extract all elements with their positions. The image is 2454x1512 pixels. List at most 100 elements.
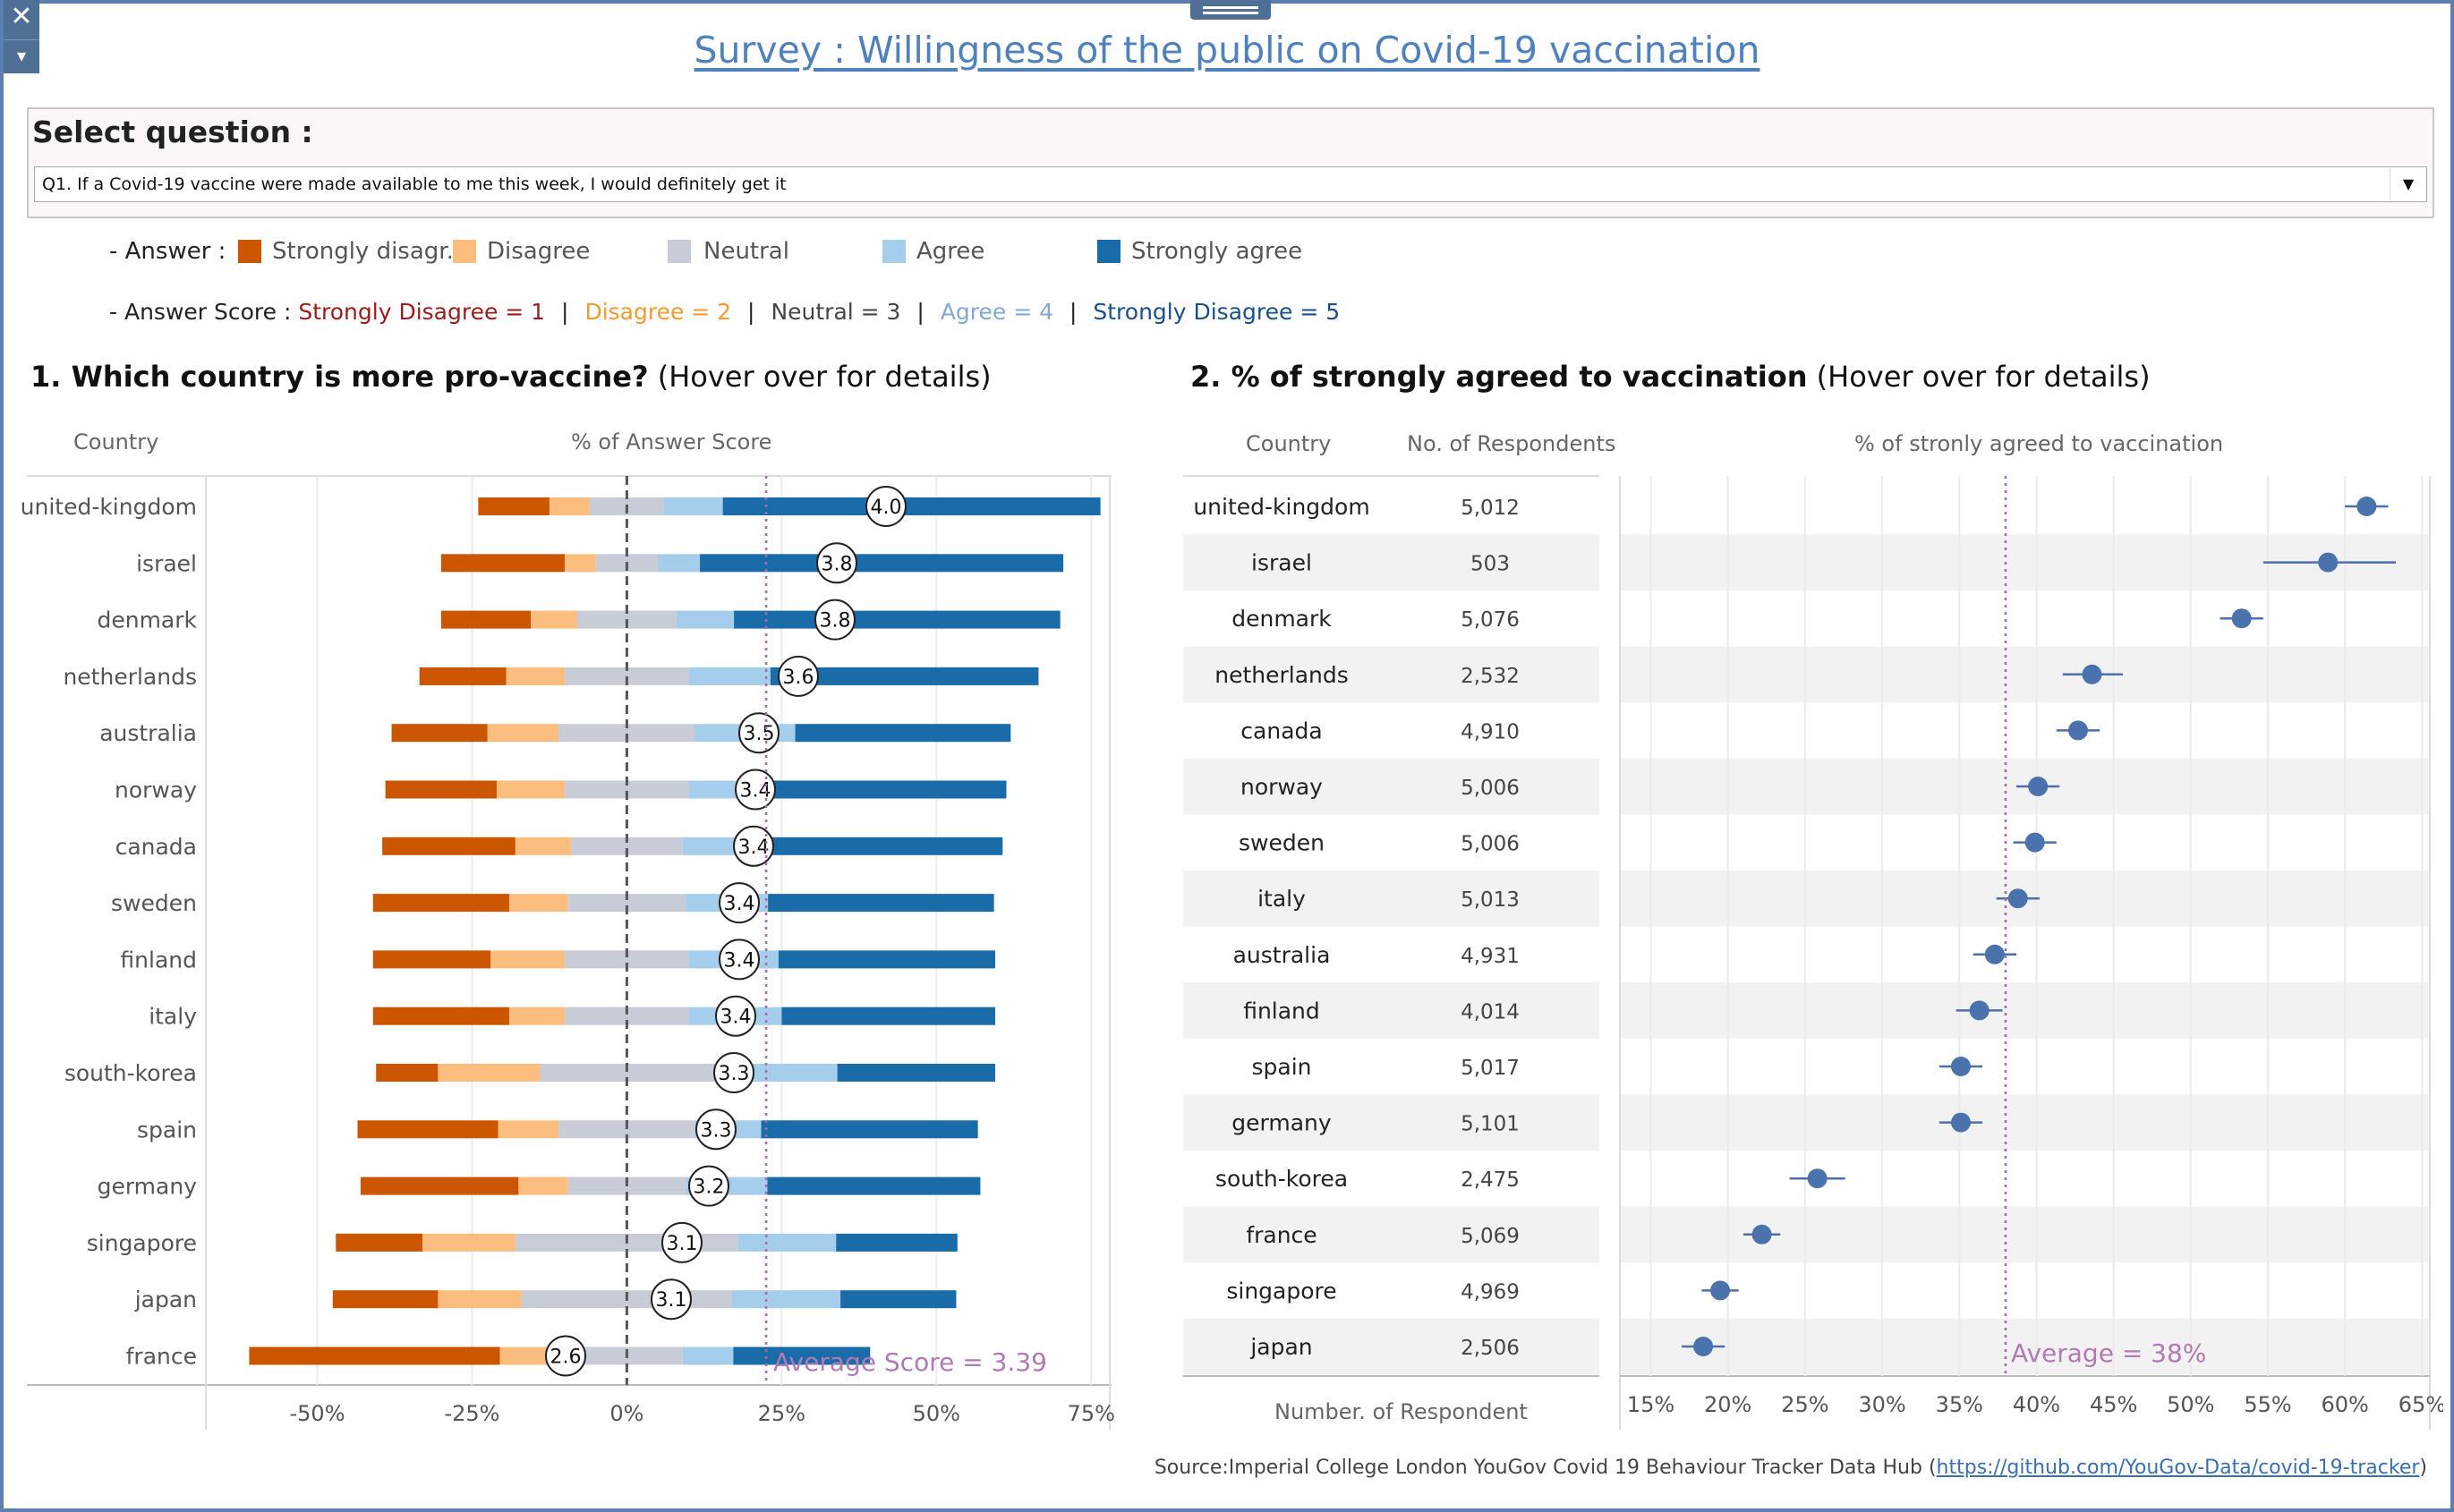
chart1-bar-segment — [567, 894, 686, 913]
chart2-country-label: denmark — [1231, 606, 1332, 632]
chart2-country-label: israel — [1251, 550, 1312, 576]
chart2-point — [2067, 720, 2088, 741]
chart2-respondents-value: 5,006 — [1461, 833, 1520, 856]
chart1-average-label: Average Score = 3.39 — [773, 1347, 1047, 1377]
chart2-respondents-value: 5,006 — [1461, 777, 1520, 800]
chart2-heading: 2. % of strongly agreed to vaccination (… — [1190, 360, 2151, 394]
chart1-bar-segment — [682, 837, 743, 855]
chart2-country-label: finland — [1243, 998, 1320, 1024]
chart1-col-country: Country — [73, 429, 159, 454]
score-item: Disagree = 2 — [584, 299, 732, 325]
chart1-score-bubble — [719, 939, 760, 981]
chart2-row-band — [1620, 1206, 2430, 1263]
chart2-country-label: south-korea — [1215, 1166, 1348, 1192]
chart1-bar-segment — [332, 1290, 439, 1309]
chart1-bar-segment — [497, 780, 566, 799]
chart2-point — [2007, 888, 2028, 909]
legend-item-agree[interactable]: Agree — [916, 238, 985, 265]
chart1-bar-segment — [549, 497, 590, 515]
chart2-point — [1751, 1224, 1772, 1244]
page-title[interactable]: Survey : Willingness of the public on Co… — [0, 29, 2454, 72]
close-icon[interactable]: ✕ — [10, 1, 33, 32]
chart1-country-label: australia — [99, 720, 197, 746]
chart1-bar-segment — [515, 837, 572, 855]
drag-handle[interactable] — [1190, 0, 1271, 20]
chart2-point — [1807, 1168, 1828, 1189]
chart1-bar-segment — [506, 667, 566, 685]
chart1-heading-bold: 1. Which country is more pro-vaccine? — [30, 360, 649, 394]
chart1-x-tick-label: 75% — [1068, 1401, 1115, 1426]
question-select[interactable]: Q1. If a Covid-19 vaccine were made avai… — [34, 166, 2427, 202]
chart1-bar-segment — [438, 1064, 541, 1082]
chart1-score-label: 3.4 — [724, 893, 755, 915]
chart1-bar-segment — [837, 1064, 996, 1082]
chart2-country-label: united-kingdom — [1193, 494, 1369, 520]
chart1-bar-segment — [769, 780, 1007, 799]
chevron-down-icon[interactable]: ▾ — [4, 39, 39, 72]
chart2-x-tick-label: 35% — [1936, 1392, 1983, 1417]
source-note: Source:Imperial College London YouGov Co… — [1155, 1457, 2427, 1479]
chart1-bar-segment — [722, 497, 1101, 515]
chart1-bar-segment — [508, 894, 568, 913]
legend-item-neutral[interactable]: Neutral — [703, 238, 789, 265]
chart1-col-measure: % of Answer Score — [571, 429, 772, 454]
chart2-row-band — [1183, 1206, 1599, 1263]
chart1-score-label: 3.1 — [667, 1233, 698, 1255]
score-item: Neutral = 3 — [771, 299, 901, 325]
chart2-respondents-value: 5,076 — [1461, 608, 1520, 632]
answer-score-key: - Answer Score : Strongly Disagree = 1 |… — [109, 299, 1340, 325]
chart1-bar-segment — [372, 1007, 509, 1025]
chart1-bar-segment — [558, 1120, 695, 1139]
chart2-country-label: germany — [1231, 1110, 1332, 1136]
chart1-score-bubble — [688, 1165, 729, 1207]
chart1-bar-segment — [382, 837, 516, 855]
chart1-bar-segment — [663, 497, 723, 515]
chart2-heading-bold: 2. % of strongly agreed to vaccination — [1190, 360, 1808, 394]
chart1-bar-segment — [508, 1007, 566, 1025]
chart2-x-tick-label: 15% — [1627, 1392, 1674, 1417]
chart1-bar-segment — [734, 610, 1061, 629]
chart2-country-label: italy — [1257, 886, 1306, 912]
chart1-bar-segment — [531, 610, 578, 629]
chart1-score-bubble — [545, 1335, 586, 1377]
answer-legend: - Answer : Strongly disagr.. Disagree Ne… — [0, 234, 2454, 270]
legend-item-strongly-agree[interactable]: Strongly agree — [1131, 238, 1303, 265]
chart2-respondents-value: 4,014 — [1461, 1000, 1520, 1024]
legend-swatch — [453, 240, 476, 263]
chart1-country-label: norway — [115, 777, 197, 803]
question-select-value: Q1. If a Covid-19 vaccine were made avai… — [42, 174, 787, 194]
chart2-respondents-value: 5,013 — [1461, 888, 1520, 912]
score-item: Agree = 4 — [940, 299, 1054, 325]
chart1-bar-segment — [565, 950, 689, 969]
score-separator: | — [916, 299, 925, 325]
chart2-point — [1950, 1112, 1971, 1133]
chart1-x-tick-label: -25% — [444, 1401, 499, 1426]
score-separator: | — [561, 299, 569, 325]
chart2-row-band — [1620, 982, 2430, 1039]
chart1-score-label: 2.6 — [550, 1346, 582, 1369]
chart2-point — [2318, 552, 2339, 573]
legend-item-disagree[interactable]: Disagree — [487, 238, 591, 265]
page-title-text[interactable]: Survey : Willingness of the public on Co… — [694, 29, 1760, 72]
chart1-country-label: denmark — [97, 607, 197, 633]
chart1-score-bubble — [661, 1221, 703, 1263]
chart1-bar-segment — [700, 554, 1064, 573]
chart2-col-country: Country — [1246, 431, 1332, 456]
legend-item-strongly-disagree[interactable]: Strongly disagr.. — [272, 238, 462, 265]
dropdown-arrow-icon[interactable]: ▼ — [2390, 167, 2426, 201]
chart1-bar-segment — [565, 1346, 683, 1365]
chart2-country-label: netherlands — [1214, 662, 1349, 688]
chart1-bar-segment — [440, 554, 566, 573]
source-link[interactable]: https://github.com/YouGov-Data/covid-19-… — [1936, 1457, 2420, 1479]
chart1-bar-segment — [440, 610, 532, 629]
chart1-country-label: finland — [120, 947, 197, 973]
chart2-respondents-value: 4,931 — [1461, 945, 1520, 968]
chart1-score-label: 3.1 — [656, 1289, 687, 1312]
chart1-bar-segment — [490, 950, 566, 969]
chart1-bar-segment — [682, 1346, 734, 1365]
chart2-x-tick-label: 50% — [2167, 1392, 2214, 1417]
chart1-bar-segment — [795, 724, 1011, 743]
chart1-bar-segment — [770, 667, 1039, 685]
chart1-x-tick-label: -50% — [290, 1401, 345, 1426]
chart1-bar-segment — [357, 1120, 498, 1139]
